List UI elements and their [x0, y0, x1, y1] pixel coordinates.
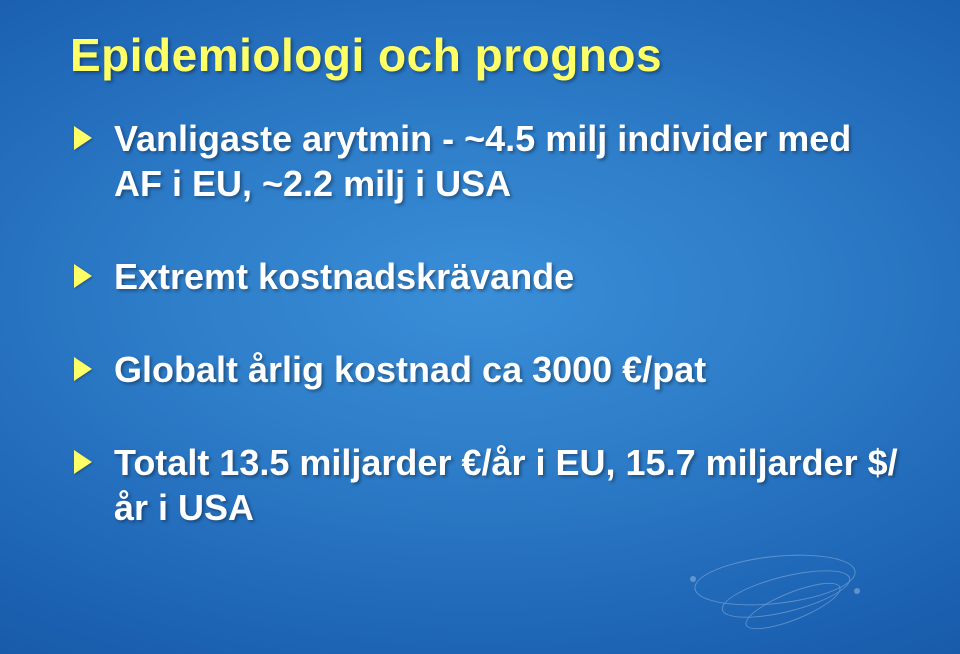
list-item: Totalt 13.5 miljarder €/år i EU, 15.7 mi… [70, 440, 900, 530]
list-item: Globalt årlig kostnad ca 3000 €/pat [70, 347, 900, 392]
slide: Epidemiologi och prognos Vanligaste aryt… [0, 0, 960, 654]
decorative-orbit-icon [692, 526, 862, 636]
list-item: Extremt kostnadskrävande [70, 254, 900, 299]
bullet-list: Vanligaste arytmin - ~4.5 milj individer… [70, 116, 900, 530]
list-item: Vanligaste arytmin - ~4.5 milj individer… [70, 116, 900, 206]
slide-title: Epidemiologi och prognos [70, 28, 900, 82]
